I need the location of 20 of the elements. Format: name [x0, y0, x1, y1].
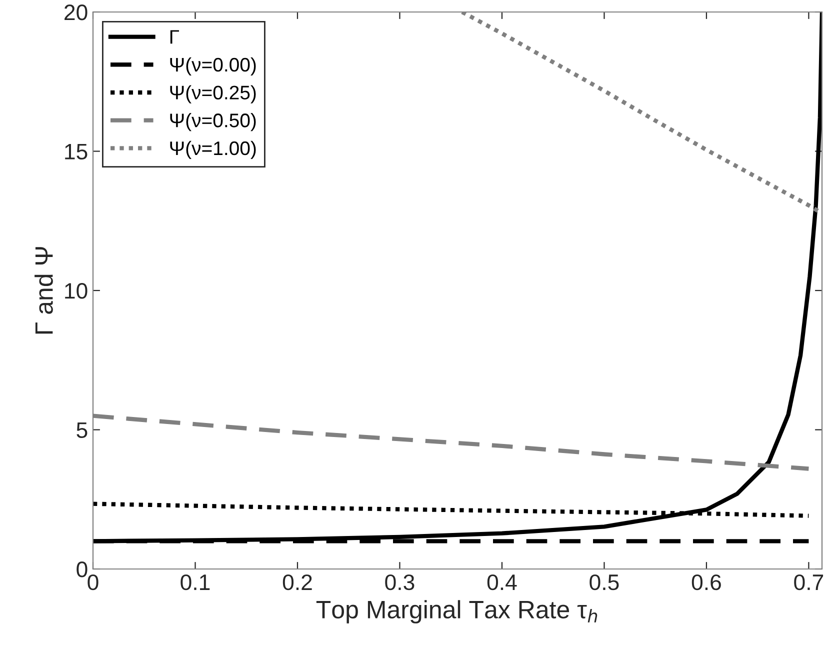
- x-tick-label: 0.7: [794, 574, 824, 590]
- x-tick-label: 0.6: [692, 574, 721, 590]
- x-tick-label: 0.3: [385, 574, 414, 590]
- x-tick-label: 0.2: [282, 574, 312, 590]
- y-tick-label: 0: [76, 562, 88, 578]
- x-tick-label: 0.4: [487, 574, 517, 590]
- x-axis-title: Top Marginal Tax Rate τ$_{h}$: [316, 600, 598, 624]
- legend-label: Ψ(ν=0.50): [170, 113, 256, 132]
- x-tick-label: 0.5: [590, 574, 619, 590]
- y-tick-label: 15: [65, 144, 88, 160]
- legend-label: Γ: [170, 30, 179, 44]
- legend-label: Ψ(ν=0.00): [170, 57, 256, 76]
- y-tick-label: 5: [76, 422, 88, 438]
- legend-label: Ψ(ν=1.00): [170, 140, 256, 160]
- y-tick-label: 20: [64, 4, 88, 20]
- x-tick-label: 0.1: [180, 574, 210, 590]
- y-tick-label: 10: [65, 283, 88, 299]
- y-axis-title: Γ and Ψ: [34, 247, 53, 334]
- legend-label: Ψ(ν=0.25): [170, 85, 256, 104]
- x-tick-label: 0: [88, 574, 98, 590]
